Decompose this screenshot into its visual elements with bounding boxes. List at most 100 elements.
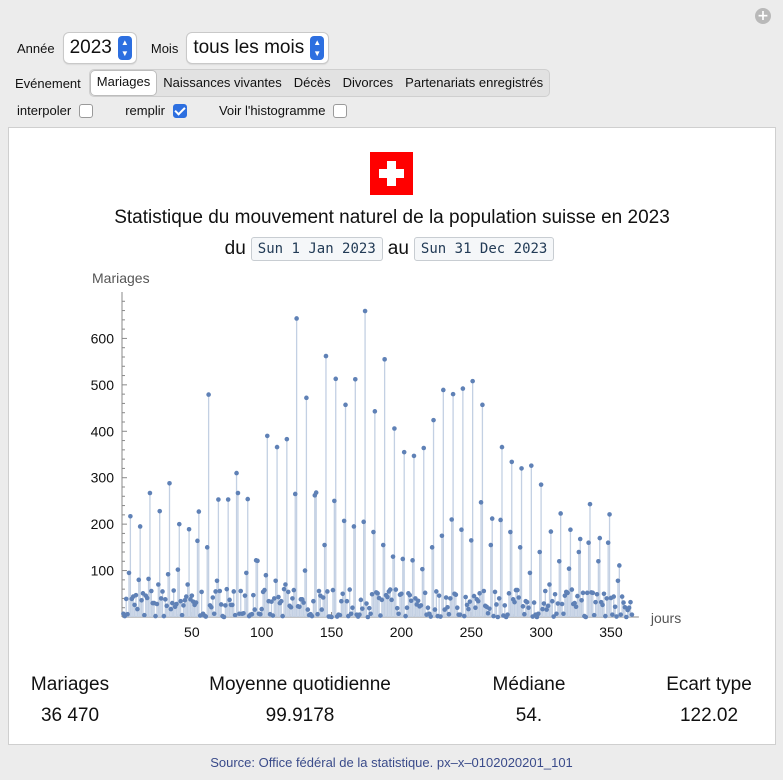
data-point (380, 542, 386, 548)
data-point (329, 614, 334, 620)
tab-partenariats[interactable]: Partenariats enregistrés (405, 75, 544, 90)
data-point (475, 598, 481, 604)
mois-stepper-icon[interactable]: ▲ ▼ (310, 36, 325, 60)
tab-divorces[interactable]: Divorces (342, 75, 394, 90)
histogram-checkbox[interactable] (333, 103, 348, 118)
annee-stepper-icon[interactable]: ▲ ▼ (117, 36, 132, 60)
data-point (601, 591, 607, 597)
data-point (183, 594, 189, 599)
remplir-label: remplir (125, 103, 165, 118)
data-point (168, 606, 174, 612)
data-point (494, 602, 499, 607)
data-point (351, 524, 357, 529)
data-point (463, 594, 468, 600)
remplir-checkbox[interactable] (172, 103, 187, 118)
y-tick-label: 500 (91, 377, 115, 393)
data-point (169, 600, 175, 606)
data-point (522, 611, 527, 617)
data-point (480, 402, 485, 408)
data-point (547, 582, 552, 587)
data-point (473, 605, 478, 611)
data-point (541, 601, 547, 606)
data-point (269, 599, 274, 604)
data-point (587, 501, 593, 507)
data-point (320, 595, 326, 600)
annee-select[interactable]: 2023 ▲ ▼ (62, 32, 137, 64)
tab-deces[interactable]: Décès (293, 75, 331, 90)
data-point (230, 602, 235, 608)
data-point (203, 614, 209, 619)
y-axis-label: Mariages (92, 270, 150, 286)
data-point (540, 606, 545, 612)
x-tick-label: 350 (599, 624, 623, 640)
data-point (524, 599, 530, 605)
data-point (428, 614, 434, 619)
data-point (263, 572, 269, 578)
data-point (583, 614, 589, 620)
data-point (340, 591, 346, 597)
data-point (551, 614, 556, 619)
data-point (470, 378, 475, 384)
data-point (573, 604, 579, 610)
x-axis-label: jours (650, 610, 681, 626)
data-point (206, 392, 211, 397)
data-point (467, 599, 473, 604)
stat-label: Mariages (30, 674, 110, 695)
data-point (181, 603, 186, 608)
data-point (292, 491, 298, 497)
data-point (425, 605, 431, 611)
data-point (586, 540, 591, 546)
data-point (549, 598, 555, 604)
data-point (352, 376, 358, 382)
data-point (316, 588, 322, 594)
data-point (445, 604, 450, 610)
data-point (461, 613, 467, 619)
mois-select[interactable]: tous les mois ▲ ▼ (186, 32, 330, 64)
add-panel-icon[interactable]: + (755, 8, 771, 24)
data-point (626, 605, 632, 611)
data-point (519, 466, 524, 471)
data-point (460, 386, 466, 391)
data-point (396, 611, 401, 617)
data-point (379, 597, 385, 603)
data-point (600, 602, 605, 608)
data-point (512, 599, 517, 605)
data-point (492, 589, 498, 595)
data-point (491, 613, 496, 619)
tab-mariages[interactable]: Mariages (89, 70, 158, 96)
data-point (537, 549, 543, 555)
data-point (457, 612, 463, 617)
data-point (536, 611, 541, 617)
data-point (221, 614, 227, 620)
date-to-field[interactable]: Sun 31 Dec 2023 (413, 237, 555, 261)
interpoler-checkbox[interactable] (79, 103, 94, 118)
data-point (446, 611, 452, 617)
data-point (291, 587, 297, 593)
data-point (330, 587, 336, 593)
data-point (378, 613, 383, 618)
data-point (611, 594, 617, 599)
selector-row: Année 2023 ▲ ▼ Mois tous les mois ▲ ▼ (17, 32, 330, 64)
data-point (305, 607, 311, 612)
data-point (234, 470, 239, 476)
data-point (418, 603, 424, 608)
du-label: du (224, 238, 246, 259)
data-point (156, 582, 161, 587)
data-point (621, 600, 626, 605)
data-point (193, 600, 199, 605)
data-point (241, 610, 246, 616)
data-point (283, 582, 288, 587)
data-point (242, 593, 248, 598)
data-point (575, 593, 580, 599)
data-point (604, 596, 610, 601)
data-point (196, 509, 202, 514)
tab-naissances[interactable]: Naissances vivantes (163, 75, 282, 90)
data-point (153, 613, 158, 619)
y-tick-label: 400 (91, 423, 115, 439)
data-point (258, 611, 263, 617)
data-point (302, 568, 308, 573)
data-point (502, 603, 508, 608)
date-from-field[interactable]: Sun 1 Jan 2023 (250, 237, 383, 261)
event-tabs: Mariages Naissances vivantes Décès Divor… (88, 69, 551, 97)
event-row: Evénement Mariages Naissances vivantes D… (15, 69, 551, 97)
